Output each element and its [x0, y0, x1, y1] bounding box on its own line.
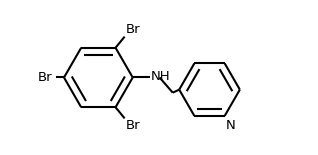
Text: Br: Br — [126, 23, 140, 36]
Text: Br: Br — [37, 71, 52, 84]
Text: N: N — [226, 119, 235, 132]
Text: NH: NH — [151, 70, 170, 83]
Text: Br: Br — [126, 119, 140, 132]
